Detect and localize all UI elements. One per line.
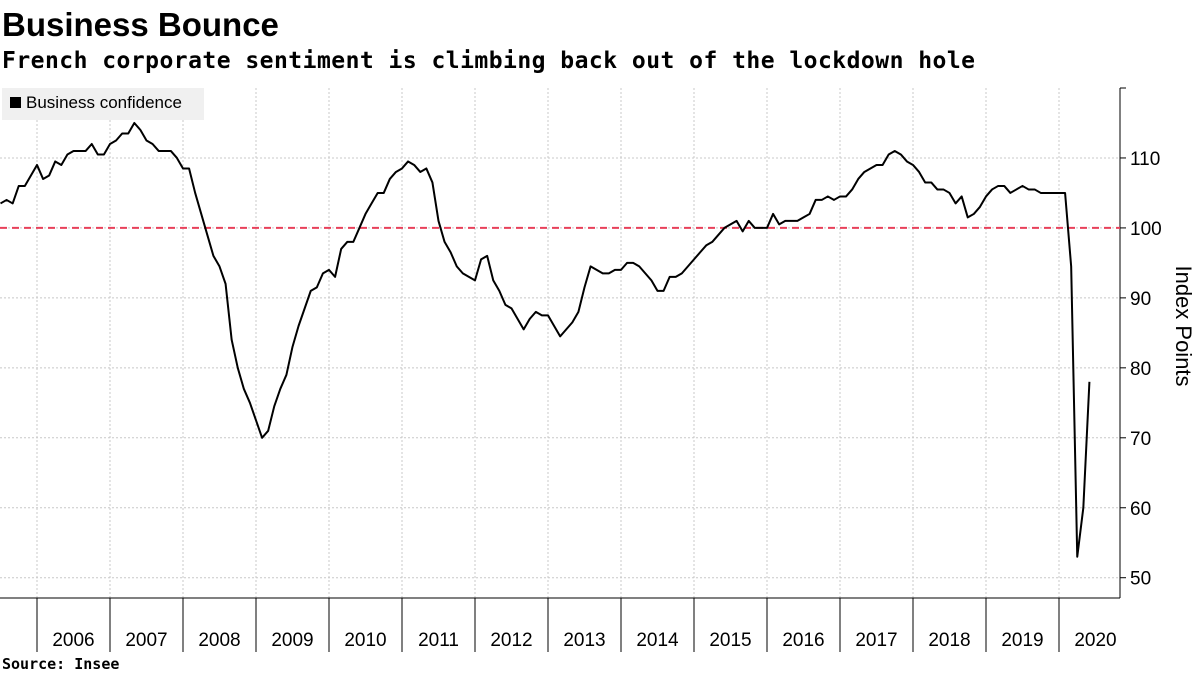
chart-title: Business Bounce [2,6,279,43]
legend-label: Business confidence [26,93,182,112]
y-axis-title: Index Points [1171,265,1196,386]
y-tick-label: 60 [1130,499,1151,520]
x-tick-label: 2013 [563,630,605,651]
x-tick-label: 2007 [125,630,167,651]
x-tick-label: 2006 [52,630,94,651]
x-tick-label: 2010 [344,630,386,651]
x-tick-label: 2017 [855,630,897,651]
x-tick-label: 2012 [490,630,532,651]
x-tick-label: 2020 [1074,630,1116,651]
x-tick-label: 2009 [271,630,313,651]
legend-box [2,88,204,120]
chart-subtitle: French corporate sentiment is climbing b… [2,48,975,74]
y-tick-label: 80 [1130,359,1151,380]
y-tick-label: 100 [1130,219,1162,240]
x-tick-label: 2018 [928,630,970,651]
source: Source: Insee [2,655,119,673]
y-tick-label: 110 [1130,149,1160,170]
y-tick-label: 90 [1130,289,1151,310]
x-tick-label: 2011 [418,630,459,651]
x-tick-label: 2014 [636,630,679,651]
x-tick-label: 2015 [709,630,751,651]
y-tick-label: 70 [1130,429,1151,450]
line [0,121,1091,558]
y-tick-label: 50 [1130,569,1151,590]
x-tick-label: 2016 [782,630,824,651]
legend-swatch [10,97,21,108]
x-tick-label: 2019 [1001,630,1043,651]
x-tick-label: 2008 [198,630,240,651]
